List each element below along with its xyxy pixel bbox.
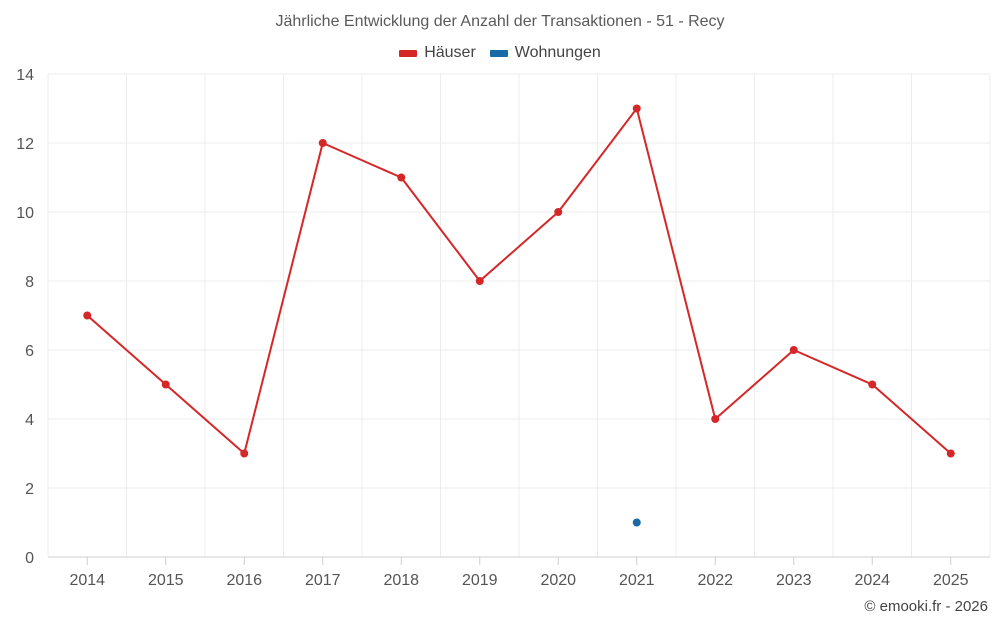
y-tick-label: 12: [16, 136, 34, 153]
legend-item-wohnungen[interactable]: Wohnungen: [489, 44, 601, 62]
credit-text: © emooki.fr - 2026: [864, 598, 988, 615]
legend-item-haeuser[interactable]: Häuser: [399, 44, 476, 62]
data-point: [554, 208, 563, 216]
chart-title: Jährliche Entwicklung der Anzahl der Tra…: [275, 13, 725, 30]
x-tick-label: 2025: [933, 572, 969, 589]
legend-swatch-haeuser: [399, 49, 418, 57]
x-tick-label: 2024: [854, 572, 890, 589]
data-point: [83, 311, 92, 320]
x-tick-label: 2021: [619, 572, 655, 589]
data-point: [632, 104, 641, 113]
y-tick-label: 14: [16, 67, 34, 84]
data-point: [161, 380, 170, 389]
data-point: [789, 346, 798, 354]
data-point: [868, 380, 877, 389]
y-tick-label: 4: [25, 412, 34, 429]
x-tick-label: 2022: [697, 572, 733, 589]
data-point: [475, 277, 484, 285]
data-point: [318, 139, 327, 147]
x-tick-label: 2018: [383, 572, 419, 589]
legend-swatch-wohnungen: [489, 49, 508, 57]
x-tick-label: 2016: [226, 572, 262, 589]
x-tick-label: 2015: [148, 572, 184, 589]
y-tick-label: 8: [25, 274, 34, 291]
x-tick-label: 2017: [305, 572, 341, 589]
data-point: [946, 449, 955, 458]
y-tick-label: 2: [25, 481, 34, 498]
x-tick-label: 2014: [69, 572, 105, 589]
series-line-0: [86, 107, 952, 455]
x-tick-label: 2019: [462, 572, 498, 589]
data-point: [632, 518, 641, 527]
legend-label-haeuser: Häuser: [424, 44, 476, 61]
y-tick-label: 10: [16, 205, 34, 222]
data-point: [397, 173, 406, 182]
y-tick-label: 6: [25, 343, 34, 360]
legend: Häuser Wohnungen: [0, 44, 1000, 62]
data-point: [711, 415, 720, 423]
legend-label-wohnungen: Wohnungen: [514, 44, 601, 61]
x-tick-label: 2020: [540, 572, 576, 589]
x-tick-label: 2023: [776, 572, 812, 589]
data-point: [240, 449, 249, 458]
y-tick-label: 0: [25, 550, 34, 567]
